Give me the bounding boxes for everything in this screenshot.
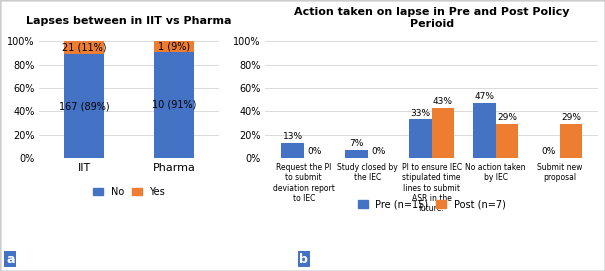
- Text: 10 (91%): 10 (91%): [152, 100, 197, 110]
- Bar: [560, 124, 582, 158]
- Bar: [281, 143, 304, 158]
- Bar: [345, 150, 368, 158]
- Text: 43%: 43%: [433, 97, 453, 106]
- Text: 167 (89%): 167 (89%): [59, 101, 110, 111]
- Bar: [64, 54, 105, 158]
- Text: 1 (9%): 1 (9%): [158, 42, 190, 52]
- Legend: Pre (n=15), Post (n=7): Pre (n=15), Post (n=7): [354, 196, 509, 214]
- Text: 33%: 33%: [410, 109, 431, 118]
- Bar: [473, 103, 495, 158]
- Text: b: b: [299, 253, 309, 266]
- Text: 0%: 0%: [371, 147, 386, 156]
- Text: a: a: [6, 253, 15, 266]
- Text: 21 (11%): 21 (11%): [62, 43, 106, 53]
- Text: 47%: 47%: [474, 92, 494, 101]
- Text: 7%: 7%: [349, 139, 364, 148]
- Bar: [432, 108, 454, 158]
- Text: 0%: 0%: [308, 147, 322, 156]
- Legend: No, Yes: No, Yes: [90, 183, 169, 201]
- Title: Action taken on lapse in Pre and Post Policy
Perioid: Action taken on lapse in Pre and Post Po…: [294, 7, 569, 28]
- Text: 13%: 13%: [283, 132, 302, 141]
- Bar: [154, 52, 194, 158]
- Text: 29%: 29%: [561, 113, 581, 122]
- Bar: [64, 41, 105, 54]
- Text: 0%: 0%: [541, 147, 555, 156]
- Bar: [154, 41, 194, 52]
- Bar: [410, 120, 432, 158]
- Title: Lapses between in IIT vs Pharma: Lapses between in IIT vs Pharma: [27, 16, 232, 26]
- Bar: [495, 124, 518, 158]
- Text: 29%: 29%: [497, 113, 517, 122]
